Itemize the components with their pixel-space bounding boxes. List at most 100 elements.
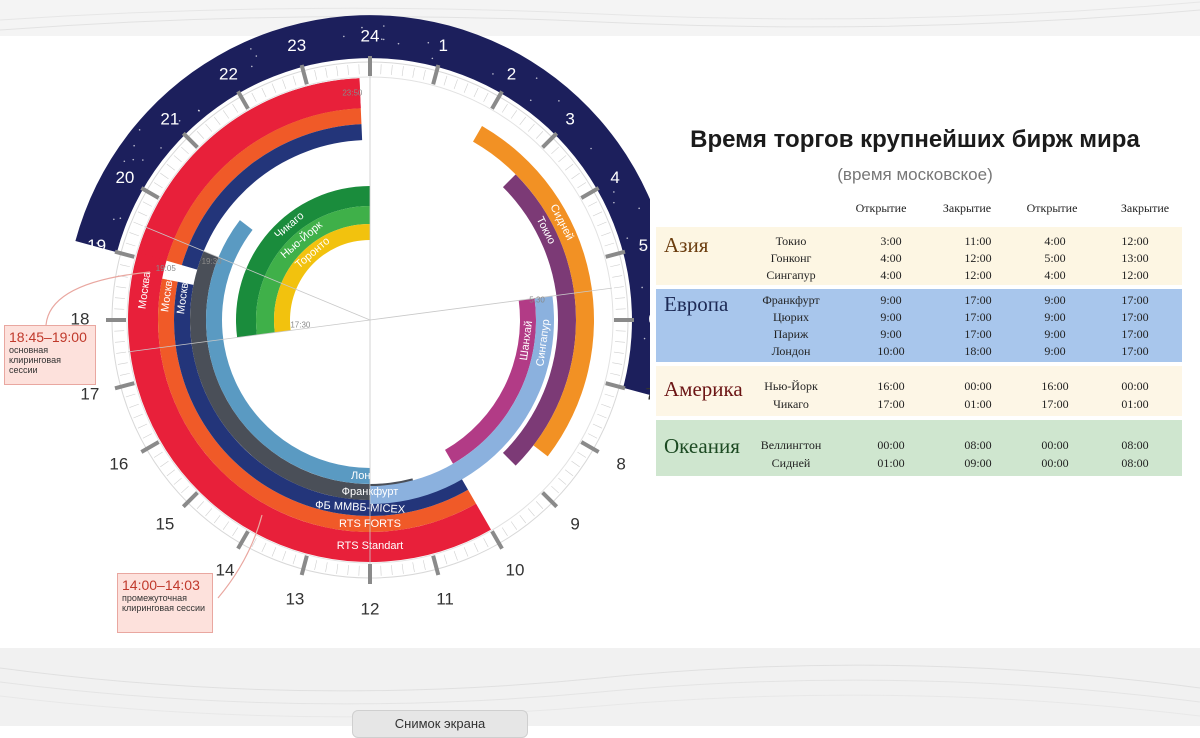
table-row: Нью-Йорк 16:00 00:00 16:00 00:00 <box>656 379 1182 397</box>
hour-label: 17 <box>80 385 99 404</box>
star-dot <box>132 159 134 161</box>
hour-label: 1 <box>439 36 448 55</box>
close-1: 17:00 <box>943 310 1013 325</box>
trading-clock: RTS StandartМоскваRTS FORTSМоскваФБ ММВБ… <box>0 0 650 640</box>
star-dot <box>139 129 141 131</box>
city: Нью-Йорк <box>749 379 833 394</box>
inner-mark: 19:05 <box>156 264 177 273</box>
city: Цюрих <box>749 310 833 325</box>
star-dot <box>198 110 200 112</box>
star-dot <box>120 217 122 219</box>
close-1: 11:00 <box>943 234 1013 249</box>
close-1: 09:00 <box>943 456 1013 471</box>
open-1: 9:00 <box>856 293 926 308</box>
region-europe: Европа Франкфурт 9:00 17:00 9:00 17:00 Ц… <box>656 289 1182 362</box>
open-2: 9:00 <box>1020 310 1090 325</box>
close-2: 17:00 <box>1100 327 1170 342</box>
col-open-1: Открытие <box>836 201 926 216</box>
star-dot <box>626 237 628 239</box>
open-2: 9:00 <box>1020 344 1090 359</box>
close-1: 08:00 <box>943 438 1013 453</box>
table-row: Чикаго 17:00 01:00 17:00 01:00 <box>656 397 1182 415</box>
star-dot <box>383 39 385 41</box>
star-dot <box>124 160 126 162</box>
close-2: 12:00 <box>1100 234 1170 249</box>
screenshot-button[interactable]: Снимок экрана <box>352 710 528 738</box>
hour-label: 6 <box>648 309 650 328</box>
close-1: 12:00 <box>943 268 1013 283</box>
city: Токио <box>749 234 833 249</box>
close-1: 12:00 <box>943 251 1013 266</box>
open-1: 10:00 <box>856 344 926 359</box>
open-1: 16:00 <box>856 379 926 394</box>
hour-label: 22 <box>219 64 238 83</box>
hour-label: 5 <box>639 236 648 255</box>
hour-label: 13 <box>285 590 304 609</box>
hour-label: 16 <box>109 454 128 473</box>
close-1: 01:00 <box>943 397 1013 412</box>
open-2: 00:00 <box>1020 456 1090 471</box>
note-desc: промежуточная клиринговая сессии <box>122 593 208 613</box>
note-time: 14:00–14:03 <box>122 577 208 593</box>
col-close-2: Закрытие <box>1100 201 1190 216</box>
open-2: 9:00 <box>1020 327 1090 342</box>
hour-label: 9 <box>570 515 579 534</box>
star-dot <box>432 58 434 60</box>
open-2: 9:00 <box>1020 293 1090 308</box>
clearing-note-midday: 14:00–14:03 промежуточная клиринговая се… <box>117 573 213 633</box>
hour-label: 4 <box>610 168 619 187</box>
city: Сидней <box>749 456 833 471</box>
page-subtitle: (время московское) <box>660 165 1170 185</box>
band-lines-bottom <box>0 648 1200 726</box>
star-dot <box>644 338 646 340</box>
city: Чикаго <box>749 397 833 412</box>
close-2: 13:00 <box>1100 251 1170 266</box>
table-row: Париж 9:00 17:00 9:00 17:00 <box>656 327 1182 345</box>
star-dot <box>381 38 383 40</box>
col-open-2: Открытие <box>1007 201 1097 216</box>
table-row: Сингапур 4:00 12:00 4:00 12:00 <box>656 268 1182 285</box>
open-1: 01:00 <box>856 456 926 471</box>
hour-label: 3 <box>565 109 574 128</box>
star-dot <box>251 66 253 68</box>
close-2: 17:00 <box>1100 344 1170 359</box>
star-dot <box>383 25 385 27</box>
table-row: Франкфурт 9:00 17:00 9:00 17:00 <box>656 293 1182 311</box>
close-1: 00:00 <box>943 379 1013 394</box>
hour-label: 7 <box>645 385 650 404</box>
open-1: 9:00 <box>856 327 926 342</box>
close-2: 12:00 <box>1100 268 1170 283</box>
star-dot <box>142 159 144 161</box>
region-asia: Азия Токио 3:00 11:00 4:00 12:00 Гонконг… <box>656 227 1182 285</box>
close-1: 17:00 <box>943 327 1013 342</box>
open-2: 4:00 <box>1020 234 1090 249</box>
open-2: 16:00 <box>1020 379 1090 394</box>
open-2: 17:00 <box>1020 397 1090 412</box>
hour-label: 8 <box>616 454 625 473</box>
star-dot <box>558 100 560 102</box>
open-1: 4:00 <box>856 268 926 283</box>
region-oceania: Океания Веллингтон 00:00 08:00 00:00 08:… <box>656 420 1182 476</box>
star-dot <box>250 48 252 50</box>
inner-mark: 23:50 <box>342 89 363 98</box>
bottom-decor-band <box>0 648 1200 726</box>
table-row: Цюрих 9:00 17:00 9:00 17:00 <box>656 310 1182 328</box>
close-2: 17:00 <box>1100 293 1170 308</box>
city: Франкфурт <box>749 293 833 308</box>
note-time: 18:45–19:00 <box>9 329 91 345</box>
star-dot <box>256 55 258 57</box>
inner-mark: 19:30 <box>202 257 223 266</box>
open-1: 4:00 <box>856 251 926 266</box>
close-2: 08:00 <box>1100 438 1170 453</box>
hour-label: 20 <box>115 168 134 187</box>
hour-label: 19 <box>87 236 106 255</box>
open-1: 17:00 <box>856 397 926 412</box>
star-dot <box>536 77 538 79</box>
city: Веллингтон <box>749 438 833 453</box>
hour-label: 2 <box>507 64 516 83</box>
hour-label: 23 <box>287 36 306 55</box>
star-dot <box>641 287 643 289</box>
col-close-1: Закрытие <box>922 201 1012 216</box>
star-dot <box>492 73 494 75</box>
open-1: 9:00 <box>856 310 926 325</box>
